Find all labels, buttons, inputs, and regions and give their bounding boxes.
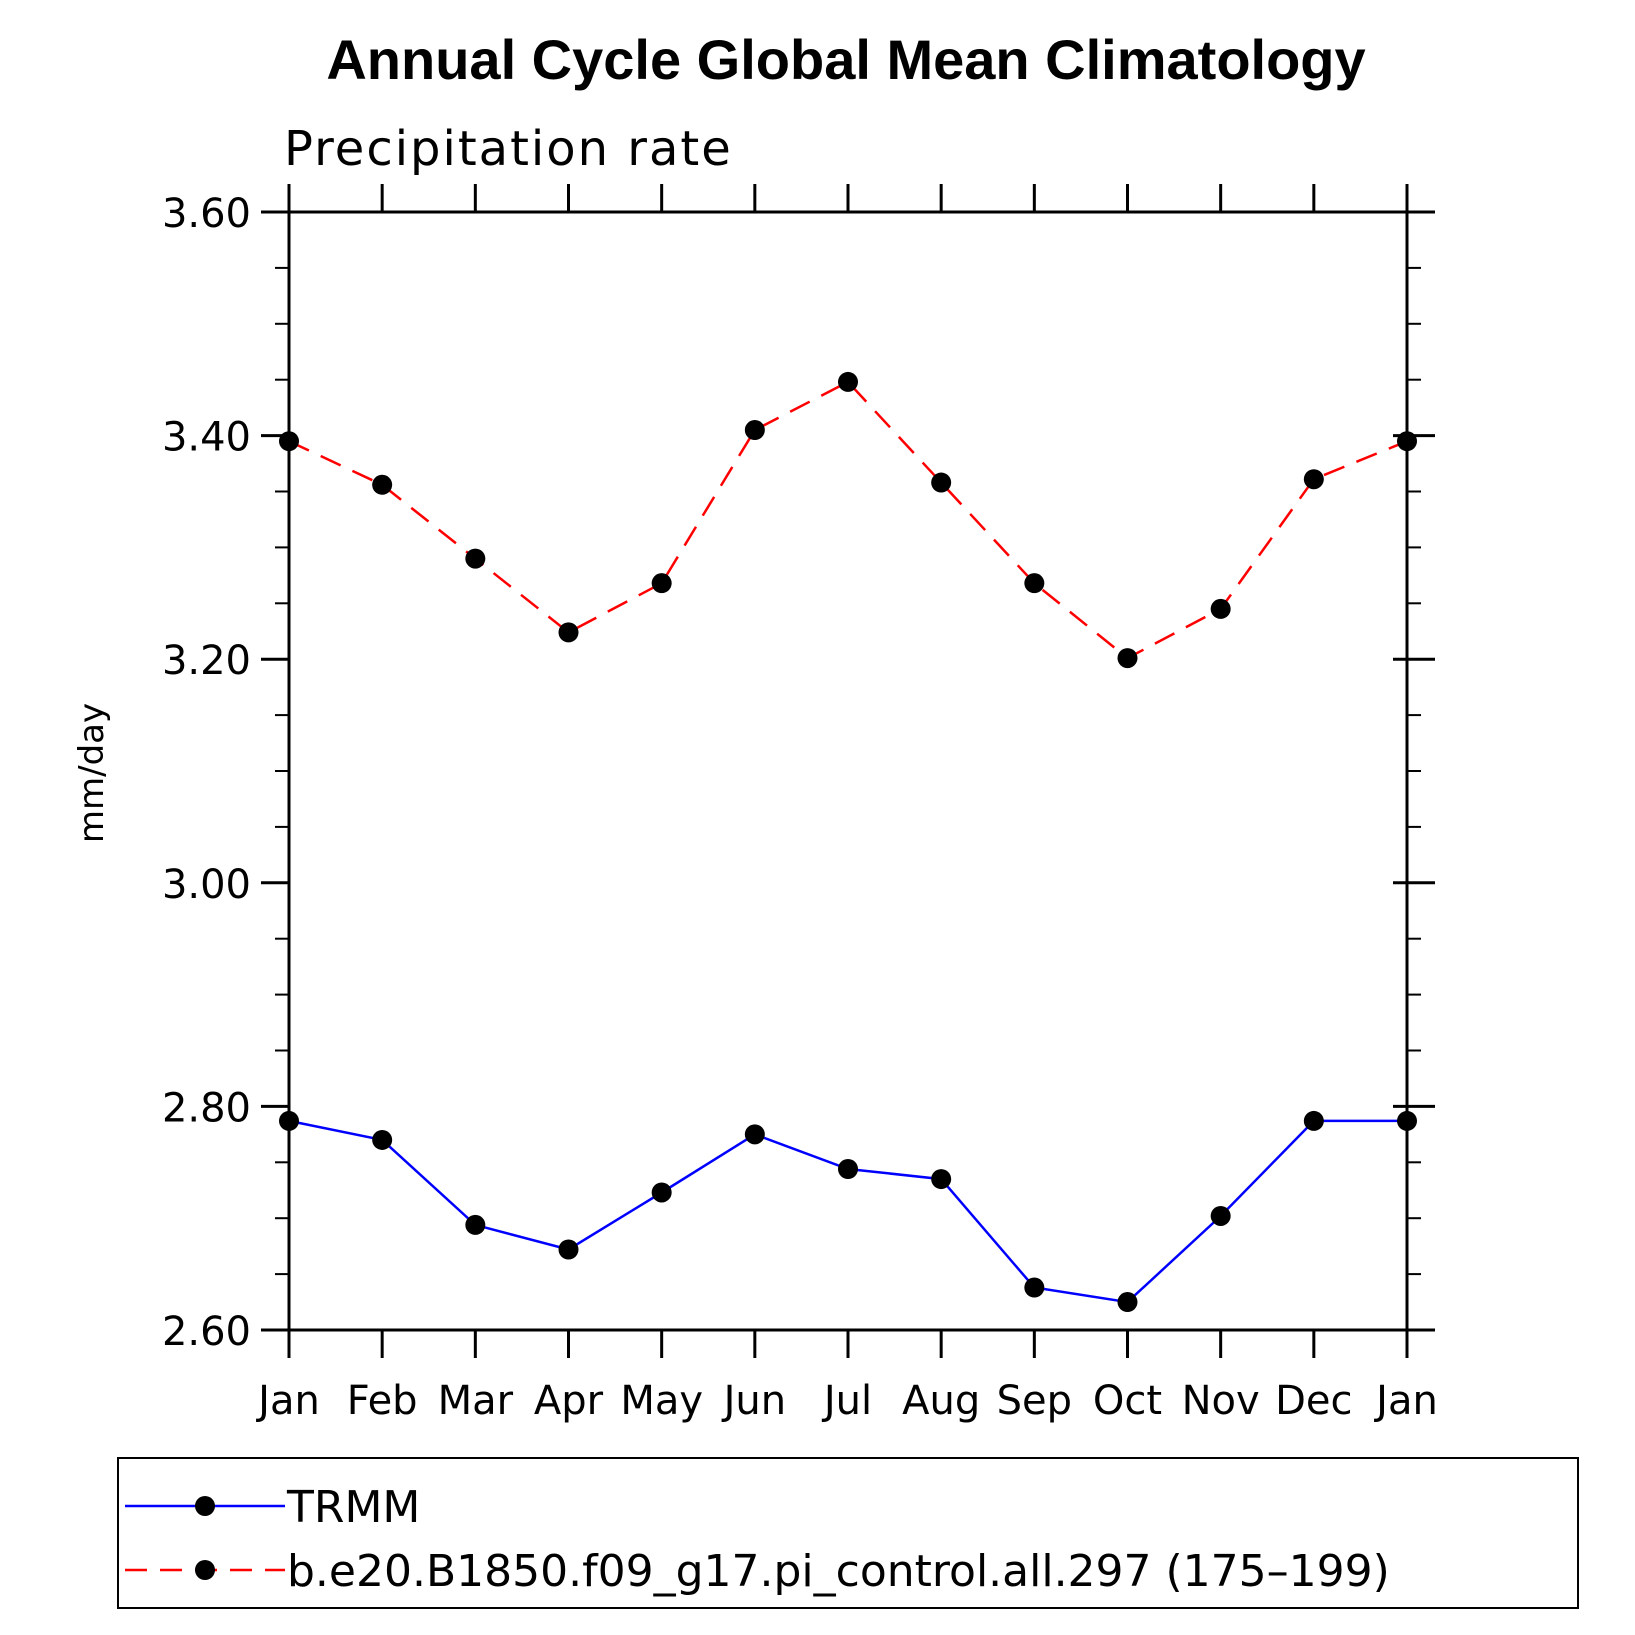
legend: TRMM b.e20.B1850.f09_g17.pi_control.all.2… [117,1457,1579,1609]
data-point [744,1124,765,1145]
data-point [931,1169,952,1190]
y-tick-label: 3.40 [162,415,251,461]
data-point [558,1239,579,1260]
data-point [1397,1110,1417,1131]
data-point [931,472,952,493]
data-point [1117,648,1138,669]
x-tick-label: Apr [534,1378,604,1424]
data-point [1397,431,1417,452]
y-tick-label: 3.20 [162,638,251,684]
series-line-1 [288,380,1408,660]
legend-marker-0 [195,1496,215,1516]
data-point [279,431,299,452]
data-point [1303,1110,1324,1131]
x-tick-labels: Jan Feb Mar Apr May Jun Jul Aug Sep Oct Nov Dec Jan [255,1378,1438,1424]
x-tick-label: May [620,1378,703,1424]
x-tick-label: Aug [902,1378,980,1424]
data-point [1303,469,1324,490]
data-point [1117,1292,1138,1313]
data-point [465,1214,486,1235]
series-points [279,371,1417,1313]
data-point [1024,573,1045,594]
y-tick-label: 3.00 [162,862,251,908]
legend-label-0: TRMM [286,1482,420,1533]
x-tick-label: Jul [821,1378,872,1424]
data-point [1210,598,1231,619]
y-axis-label: mm/day [72,703,112,843]
data-point [651,573,672,594]
data-point [1210,1205,1231,1226]
x-tick-label: Nov [1182,1378,1260,1424]
chart-subtitle: Precipitation rate [284,121,733,177]
legend-marker-1 [195,1560,215,1580]
y-tick-label: 3.60 [162,191,251,237]
data-point [465,548,486,569]
x-tick-label: Mar [438,1378,514,1424]
y-tick-labels: 2.60 2.80 3.00 3.20 3.40 3.60 [162,191,251,1355]
x-tick-label: Feb [347,1378,418,1424]
data-point [651,1182,672,1203]
chart-title: Annual Cycle Global Mean Climatology [326,28,1365,91]
x-tick-label: Oct [1093,1378,1162,1424]
x-tick-label: Jun [721,1378,787,1424]
data-point [372,474,393,495]
data-point [372,1129,393,1150]
data-point [1024,1277,1045,1298]
x-tick-label: Dec [1275,1378,1352,1424]
series-line-0 [288,1119,1407,1304]
y-tick-label: 2.60 [162,1309,251,1355]
data-point [838,1159,858,1180]
y-tick-label: 2.80 [162,1085,251,1131]
legend-label-1: b.e20.B1850.f09_g17.pi_control.all.297 (… [287,1546,1390,1597]
data-point [838,371,858,392]
x-tick-label: Jan [255,1378,320,1424]
x-tick-label: Jan [1373,1378,1438,1424]
data-point [558,622,579,643]
data-point [744,420,765,441]
legend-box [117,1457,1579,1609]
x-tick-label: Sep [997,1378,1072,1424]
axis-ticks [261,184,1435,1358]
data-point [279,1110,299,1131]
